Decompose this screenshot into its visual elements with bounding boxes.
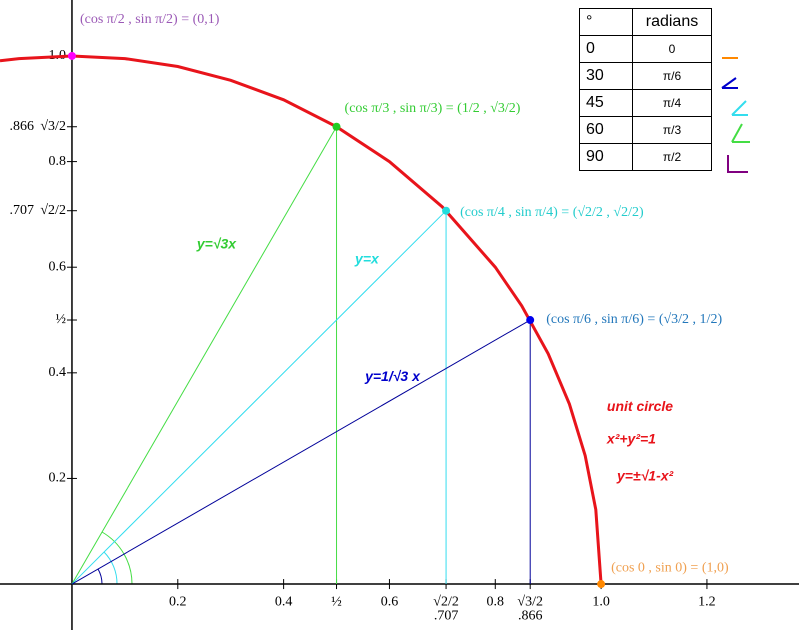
x-tick-label: 0.8 xyxy=(487,594,505,609)
x-tick-label: 0.6 xyxy=(381,594,399,609)
ray xyxy=(71,319,531,585)
table-cell: π/3 xyxy=(632,116,712,144)
x-tick-label: √3/2 xyxy=(517,594,543,609)
point-label: (cos 0 , sin 0) = (1,0) xyxy=(611,560,729,575)
annotation: y=1/√3 x xyxy=(364,368,421,384)
y-tick-label: 0.8 xyxy=(48,154,66,169)
y-tick-label: 0.2 xyxy=(48,471,66,486)
degree-radian-table: ° radians 0 0 30 π/6 45 π/4 60 π/3 90 π/2 xyxy=(579,8,712,171)
table-cell: 60 xyxy=(579,116,633,144)
unit-circle xyxy=(0,54,603,585)
point-label: (cos π/3 , sin π/3) = (1/2 , √3/2) xyxy=(345,101,521,116)
angle-icon xyxy=(727,155,748,173)
point xyxy=(67,51,76,60)
x-tick-label: √2/2 xyxy=(433,594,459,609)
point xyxy=(332,122,341,131)
table-row: 45 π/4 xyxy=(579,89,712,117)
annotation: x²+y²=1 xyxy=(606,431,656,447)
angle-icon xyxy=(731,100,748,116)
angle-icon xyxy=(731,123,750,143)
x-tick-label: 0.4 xyxy=(275,594,293,609)
angle-arc xyxy=(97,568,103,585)
table-cell: 0 xyxy=(579,35,633,63)
annotation: unit circle xyxy=(607,398,673,414)
point-label: (cos π/4 , sin π/4) = (√2/2 , √2/2) xyxy=(460,205,644,220)
y-tick-label: √2/2 xyxy=(40,203,66,218)
table-row: 90 π/2 xyxy=(579,143,712,171)
x-decimal-label: .707 xyxy=(434,608,459,623)
x-tick-label: ½ xyxy=(331,594,342,609)
y-tick-label: ½ xyxy=(55,312,66,327)
table-cell: π/2 xyxy=(632,143,712,171)
point-label: (cos π/2 , sin π/2) = (0,1) xyxy=(80,12,220,27)
x-tick-label: 0.2 xyxy=(169,594,187,609)
annotation: y=√3x xyxy=(196,236,237,252)
y-tick-label: √3/2 xyxy=(40,119,66,134)
x-tick-label: 1.0 xyxy=(592,594,610,609)
x-tick-label: 1.2 xyxy=(698,594,716,609)
y-tick-label: 0.6 xyxy=(48,259,66,274)
table-header-cell: ° xyxy=(579,8,633,36)
angle-icon xyxy=(721,77,738,89)
ray xyxy=(71,126,337,585)
point-label: (cos π/6 , sin π/6) = (√3/2 , 1/2) xyxy=(546,312,722,327)
table-row: 60 π/3 xyxy=(579,116,712,144)
y-decimal-label: .866 xyxy=(9,119,34,134)
y-decimal-label: .707 xyxy=(9,203,34,218)
x-decimal-label: .866 xyxy=(518,608,543,623)
point xyxy=(442,206,451,215)
table-cell: 90 xyxy=(579,143,633,171)
table-row: 30 π/6 xyxy=(579,62,712,90)
point xyxy=(597,580,606,589)
annotation: y=±√1-x² xyxy=(616,468,674,484)
angle-arc xyxy=(103,551,118,585)
point xyxy=(526,316,535,325)
table-header-cell: radians xyxy=(632,8,712,36)
table-cell: π/6 xyxy=(632,62,712,90)
table-cell: 0 xyxy=(632,35,712,63)
table-cell: 45 xyxy=(579,89,633,117)
y-tick-label: 0.4 xyxy=(48,365,66,380)
table-header-row: ° radians xyxy=(579,8,712,36)
table-cell: 30 xyxy=(579,62,633,90)
annotation: y=x xyxy=(354,251,380,267)
table-cell: π/4 xyxy=(632,89,712,117)
ray xyxy=(71,210,447,585)
